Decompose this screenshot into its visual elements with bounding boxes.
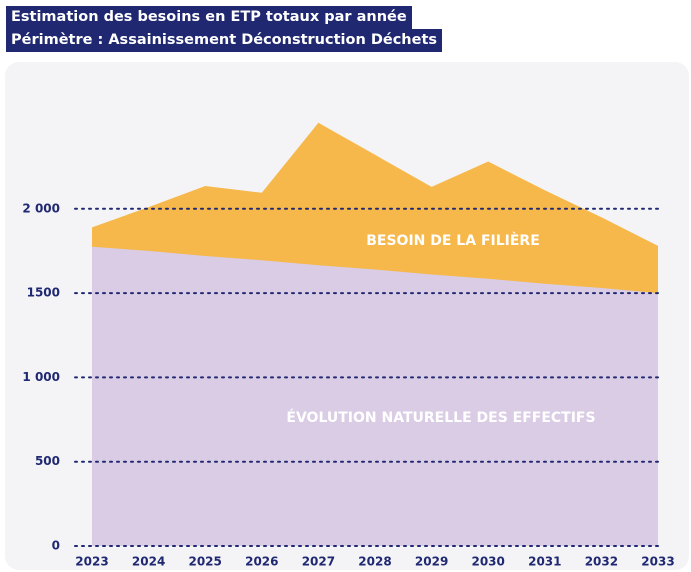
y-tick-label: 1 000	[22, 370, 60, 384]
y-tick-label: 1500	[27, 286, 60, 300]
x-tick-label: 2025	[188, 555, 221, 569]
x-tick-label: 2024	[132, 555, 165, 569]
y-tick-label: 500	[35, 454, 60, 468]
x-tick-label: 2030	[471, 555, 504, 569]
area	[92, 246, 658, 546]
x-tick-label: 2029	[415, 555, 448, 569]
header: Estimation des besoins en ETP totaux par…	[6, 6, 443, 52]
x-tick-label: 2031	[528, 555, 561, 569]
series-label: ÉVOLUTION NATURELLE DES EFFECTIFS	[286, 409, 595, 426]
x-tick-label: 2027	[302, 555, 335, 569]
x-tick-label: 2028	[358, 555, 391, 569]
chart-title: Estimation des besoins en ETP totaux par…	[6, 6, 412, 29]
y-tick-label: 2 000	[22, 201, 60, 215]
chart-subtitle: Périmètre : Assainissement Déconstructio…	[6, 29, 443, 52]
x-tick-label: 2032	[585, 555, 618, 569]
x-tick-label: 2033	[641, 555, 674, 569]
y-tick-label: 0	[52, 539, 60, 553]
x-tick-label: 2023	[75, 555, 108, 569]
x-tick-label: 2026	[245, 555, 278, 569]
series-label: BESOIN DE LA FILIÈRE	[366, 232, 540, 249]
